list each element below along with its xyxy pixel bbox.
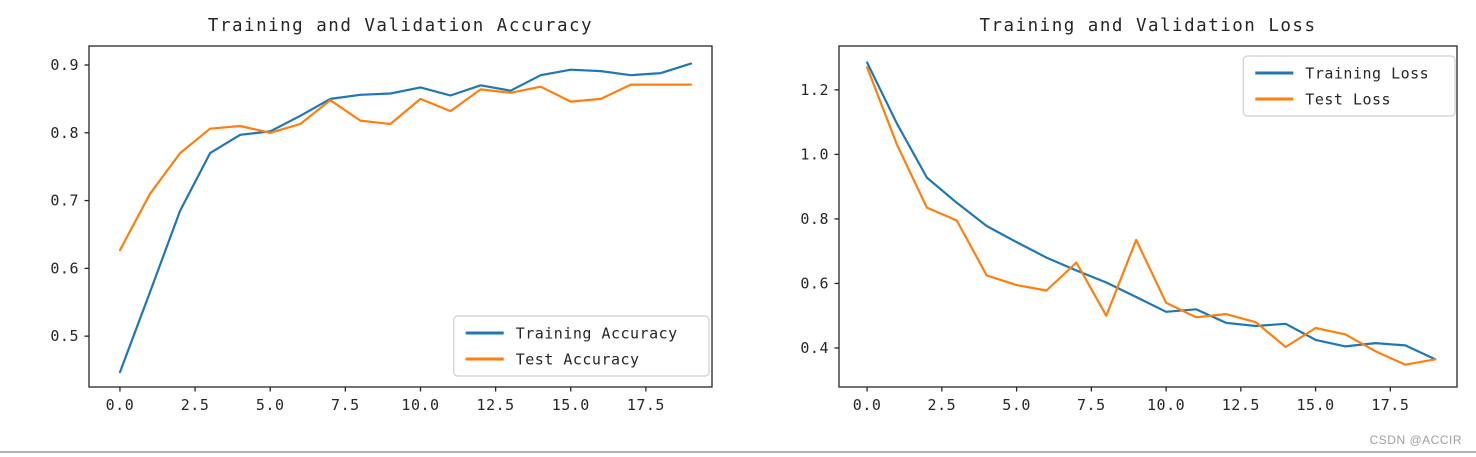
x-tick-label: 12.5 xyxy=(477,396,515,414)
chart-title: Training and Validation Loss xyxy=(979,16,1316,36)
plot-frame xyxy=(838,45,1458,388)
x-tick-label: 2.5 xyxy=(928,396,957,414)
legend-label-test-loss: Test Loss xyxy=(1305,91,1391,109)
series-line-test-loss xyxy=(866,66,1437,366)
legend-label-test-accuracy: Test Accuracy xyxy=(516,351,640,369)
x-tick-label: 17.5 xyxy=(1371,396,1409,414)
y-tick-label: 0.5 xyxy=(50,327,79,345)
series-line-training-accuracy xyxy=(118,62,693,374)
y-tick-label: 0.8 xyxy=(800,210,829,228)
y-tick-label: 1.2 xyxy=(800,81,829,99)
series-line-test-accuracy xyxy=(118,83,693,252)
accuracy-chart: Training and Validation Accuracy 0.0 2.5 5.… xyxy=(0,0,738,430)
x-tick-label: 5.0 xyxy=(1002,396,1031,414)
plot-frame xyxy=(88,45,713,388)
x-tick-label: 0.0 xyxy=(853,396,882,414)
legend-label-training-loss: Training Loss xyxy=(1305,65,1429,83)
loss-chart: Training and Validation Loss 0.0 2.5 5.0 7.5… xyxy=(738,0,1476,430)
x-tick-label: 7.5 xyxy=(1077,396,1106,414)
y-tick-label: 0.6 xyxy=(50,259,79,277)
legend-box xyxy=(453,315,710,377)
x-tick-label: 0.0 xyxy=(106,396,135,414)
y-tick-label: 0.9 xyxy=(50,56,79,74)
x-tick-label: 5.0 xyxy=(256,396,285,414)
x-tick-label: 10.0 xyxy=(1147,396,1185,414)
y-tick-label: 0.4 xyxy=(800,339,829,357)
y-tick-label: 0.8 xyxy=(50,124,79,142)
y-tick-label: 0.7 xyxy=(50,192,79,210)
chart-canvas: Training and Validation Accuracy 0.0 2.5 5.… xyxy=(50,16,713,414)
y-tick-label: 0.6 xyxy=(800,274,829,292)
x-tick-label: 7.5 xyxy=(331,396,360,414)
bottom-divider-line xyxy=(0,451,1476,453)
series-line-training-loss xyxy=(866,61,1437,361)
watermark: CSDN @ACCIR xyxy=(1369,433,1462,447)
x-tick-label: 10.0 xyxy=(401,396,439,414)
chart-title: Training and Validation Accuracy xyxy=(208,16,593,36)
y-tick-label: 1.0 xyxy=(800,145,829,163)
legend-label-training-accuracy: Training Accuracy xyxy=(516,325,678,343)
x-tick-label: 12.5 xyxy=(1222,396,1260,414)
x-tick-label: 17.5 xyxy=(627,396,665,414)
x-tick-label: 15.0 xyxy=(552,396,590,414)
legend-box xyxy=(1242,55,1456,117)
x-tick-label: 15.0 xyxy=(1297,396,1335,414)
chart-canvas: Training and Validation Loss 0.0 2.5 5.0 7.5… xyxy=(800,16,1458,414)
x-tick-label: 2.5 xyxy=(181,396,210,414)
